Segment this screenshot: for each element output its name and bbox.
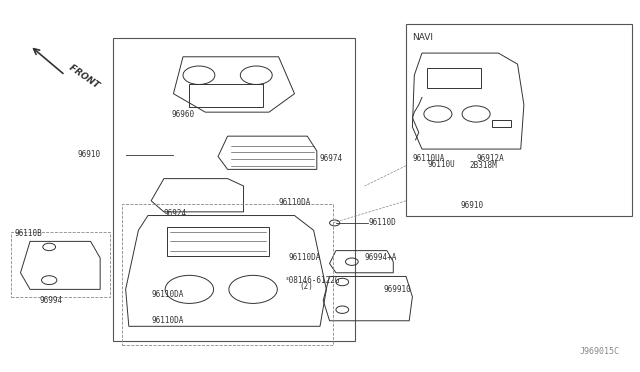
Bar <box>406 23 632 215</box>
Text: 96910: 96910 <box>460 201 483 210</box>
Text: ³08146-6122G: ³08146-6122G <box>285 276 340 285</box>
Bar <box>189 84 262 107</box>
Bar <box>167 227 269 256</box>
Text: 2B318M: 2B318M <box>470 161 497 170</box>
Text: 969910: 969910 <box>384 285 412 294</box>
Text: FRONT: FRONT <box>65 61 101 90</box>
Text: 96960: 96960 <box>172 109 195 119</box>
Text: NAVI: NAVI <box>412 33 433 42</box>
Text: 96110DA: 96110DA <box>151 316 184 325</box>
Text: 96974: 96974 <box>320 154 343 163</box>
Text: 96110DA: 96110DA <box>288 253 321 263</box>
Text: J969015C: J969015C <box>579 347 620 356</box>
Text: 96912A: 96912A <box>476 154 504 163</box>
Text: 96110DA: 96110DA <box>151 291 184 299</box>
Text: 96994+A: 96994+A <box>365 253 397 263</box>
Text: 96110D: 96110D <box>369 218 396 227</box>
Text: 96910: 96910 <box>78 150 101 159</box>
Bar <box>122 205 333 345</box>
Bar <box>492 120 511 127</box>
Text: 96924: 96924 <box>164 209 187 218</box>
Text: (2): (2) <box>299 282 313 291</box>
Text: 96994: 96994 <box>40 296 63 305</box>
Bar <box>427 68 481 88</box>
Text: 96110DA: 96110DA <box>278 198 311 207</box>
Bar <box>11 232 109 297</box>
Bar <box>113 38 355 341</box>
Text: 96110UA: 96110UA <box>412 154 445 163</box>
Text: 96110B: 96110B <box>14 230 42 238</box>
Text: 96110U: 96110U <box>427 160 455 170</box>
